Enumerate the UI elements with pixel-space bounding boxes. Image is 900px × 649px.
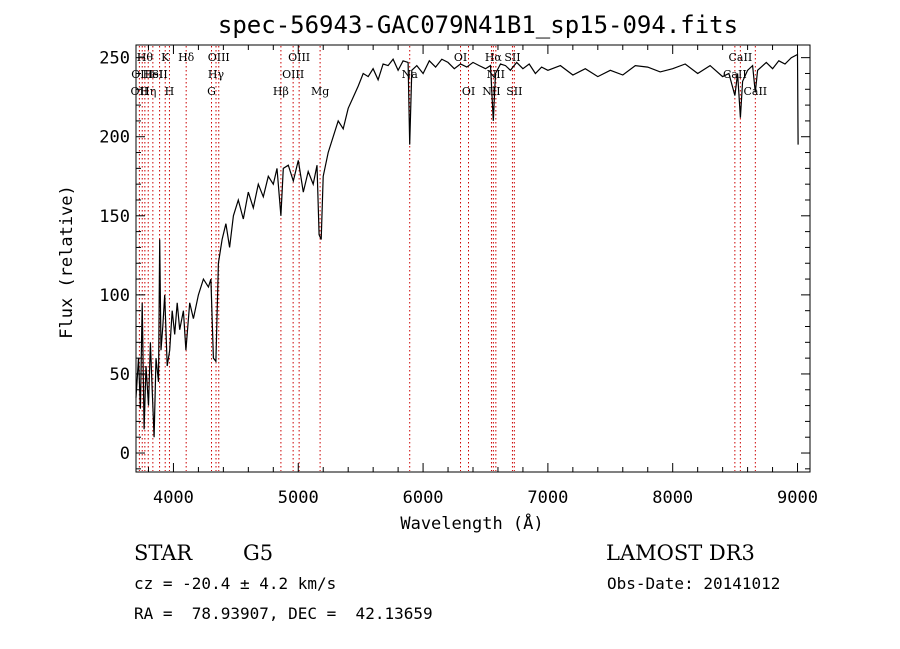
object-subclass: G5 (243, 541, 274, 565)
line-marker-label: OIII (282, 68, 304, 81)
line-marker-label: SII (506, 85, 522, 98)
line-marker-label: HeI (143, 68, 163, 81)
y-tick-label: 150 (99, 207, 130, 227)
y-tick-label: 0 (120, 444, 130, 464)
x-tick-label: 6000 (403, 488, 444, 508)
line-marker-label: OI (454, 51, 467, 64)
line-marker-label: Hγ (208, 68, 225, 81)
line-marker-label: Hθ (137, 51, 154, 64)
line-marker-label: Hβ (273, 85, 289, 98)
obs-date: Obs-Date: 20141012 (607, 574, 781, 593)
line-marker-label: SII (151, 68, 167, 81)
x-tick-label: 9000 (777, 488, 818, 508)
y-tick-label: 250 (99, 49, 130, 69)
y-tick-label: 200 (99, 128, 130, 148)
line-marker-label: OIII (131, 68, 153, 81)
line-marker-label: CaII (723, 68, 747, 81)
x-axis-label: Wavelength (Å) (400, 512, 543, 534)
line-marker-label: G (207, 85, 216, 98)
x-tick-label: 4000 (153, 488, 194, 508)
chart-title: spec-56943-GAC079N41B1_sp15-094.fits (218, 11, 738, 39)
line-marker-label: OIII (288, 51, 310, 64)
line-marker-label: Hδ (178, 51, 195, 64)
object-class: STAR (134, 541, 193, 565)
plot-frame (135, 44, 811, 473)
line-labels: OIIOIIIHθHηHeISIIKHHδGHγOIIIHβOIIIOIIIMg… (131, 51, 768, 98)
coordinates: RA = 78.93907, DEC = 42.13659 (134, 604, 433, 623)
spectrum-line (135, 53, 799, 438)
line-marker-label: OIII (208, 51, 230, 64)
line-marker-label: OII (131, 85, 149, 98)
line-marker-label: OI (462, 85, 475, 98)
y-axis-label: Flux (relative) (57, 185, 77, 339)
redshift-value: cz = -20.4 ± 4.2 km/s (134, 574, 337, 593)
line-marker-label: Mg (311, 85, 329, 98)
line-markers (138, 46, 756, 471)
x-tick-label: 8000 (652, 488, 693, 508)
survey-name: LAMOST DR3 (606, 541, 755, 565)
line-marker-label: Na (402, 68, 419, 81)
x-tick-label: 5000 (278, 488, 319, 508)
y-tick-label: 50 (110, 365, 130, 385)
line-marker-label: SII (504, 51, 520, 64)
line-marker-label: Hη (140, 85, 156, 98)
line-marker-label: K (161, 51, 170, 64)
line-marker-label: Hα (485, 51, 503, 64)
x-tick-label: 7000 (527, 488, 568, 508)
line-marker-label: H (165, 85, 175, 98)
axis-ticks (136, 45, 810, 472)
y-tick-label: 100 (99, 286, 130, 306)
line-marker-label: CaII (729, 51, 753, 64)
y-tick-labels: 0 50 100 150 200 250 (99, 49, 130, 464)
x-tick-labels: 4000 5000 6000 7000 8000 9000 (153, 488, 818, 508)
